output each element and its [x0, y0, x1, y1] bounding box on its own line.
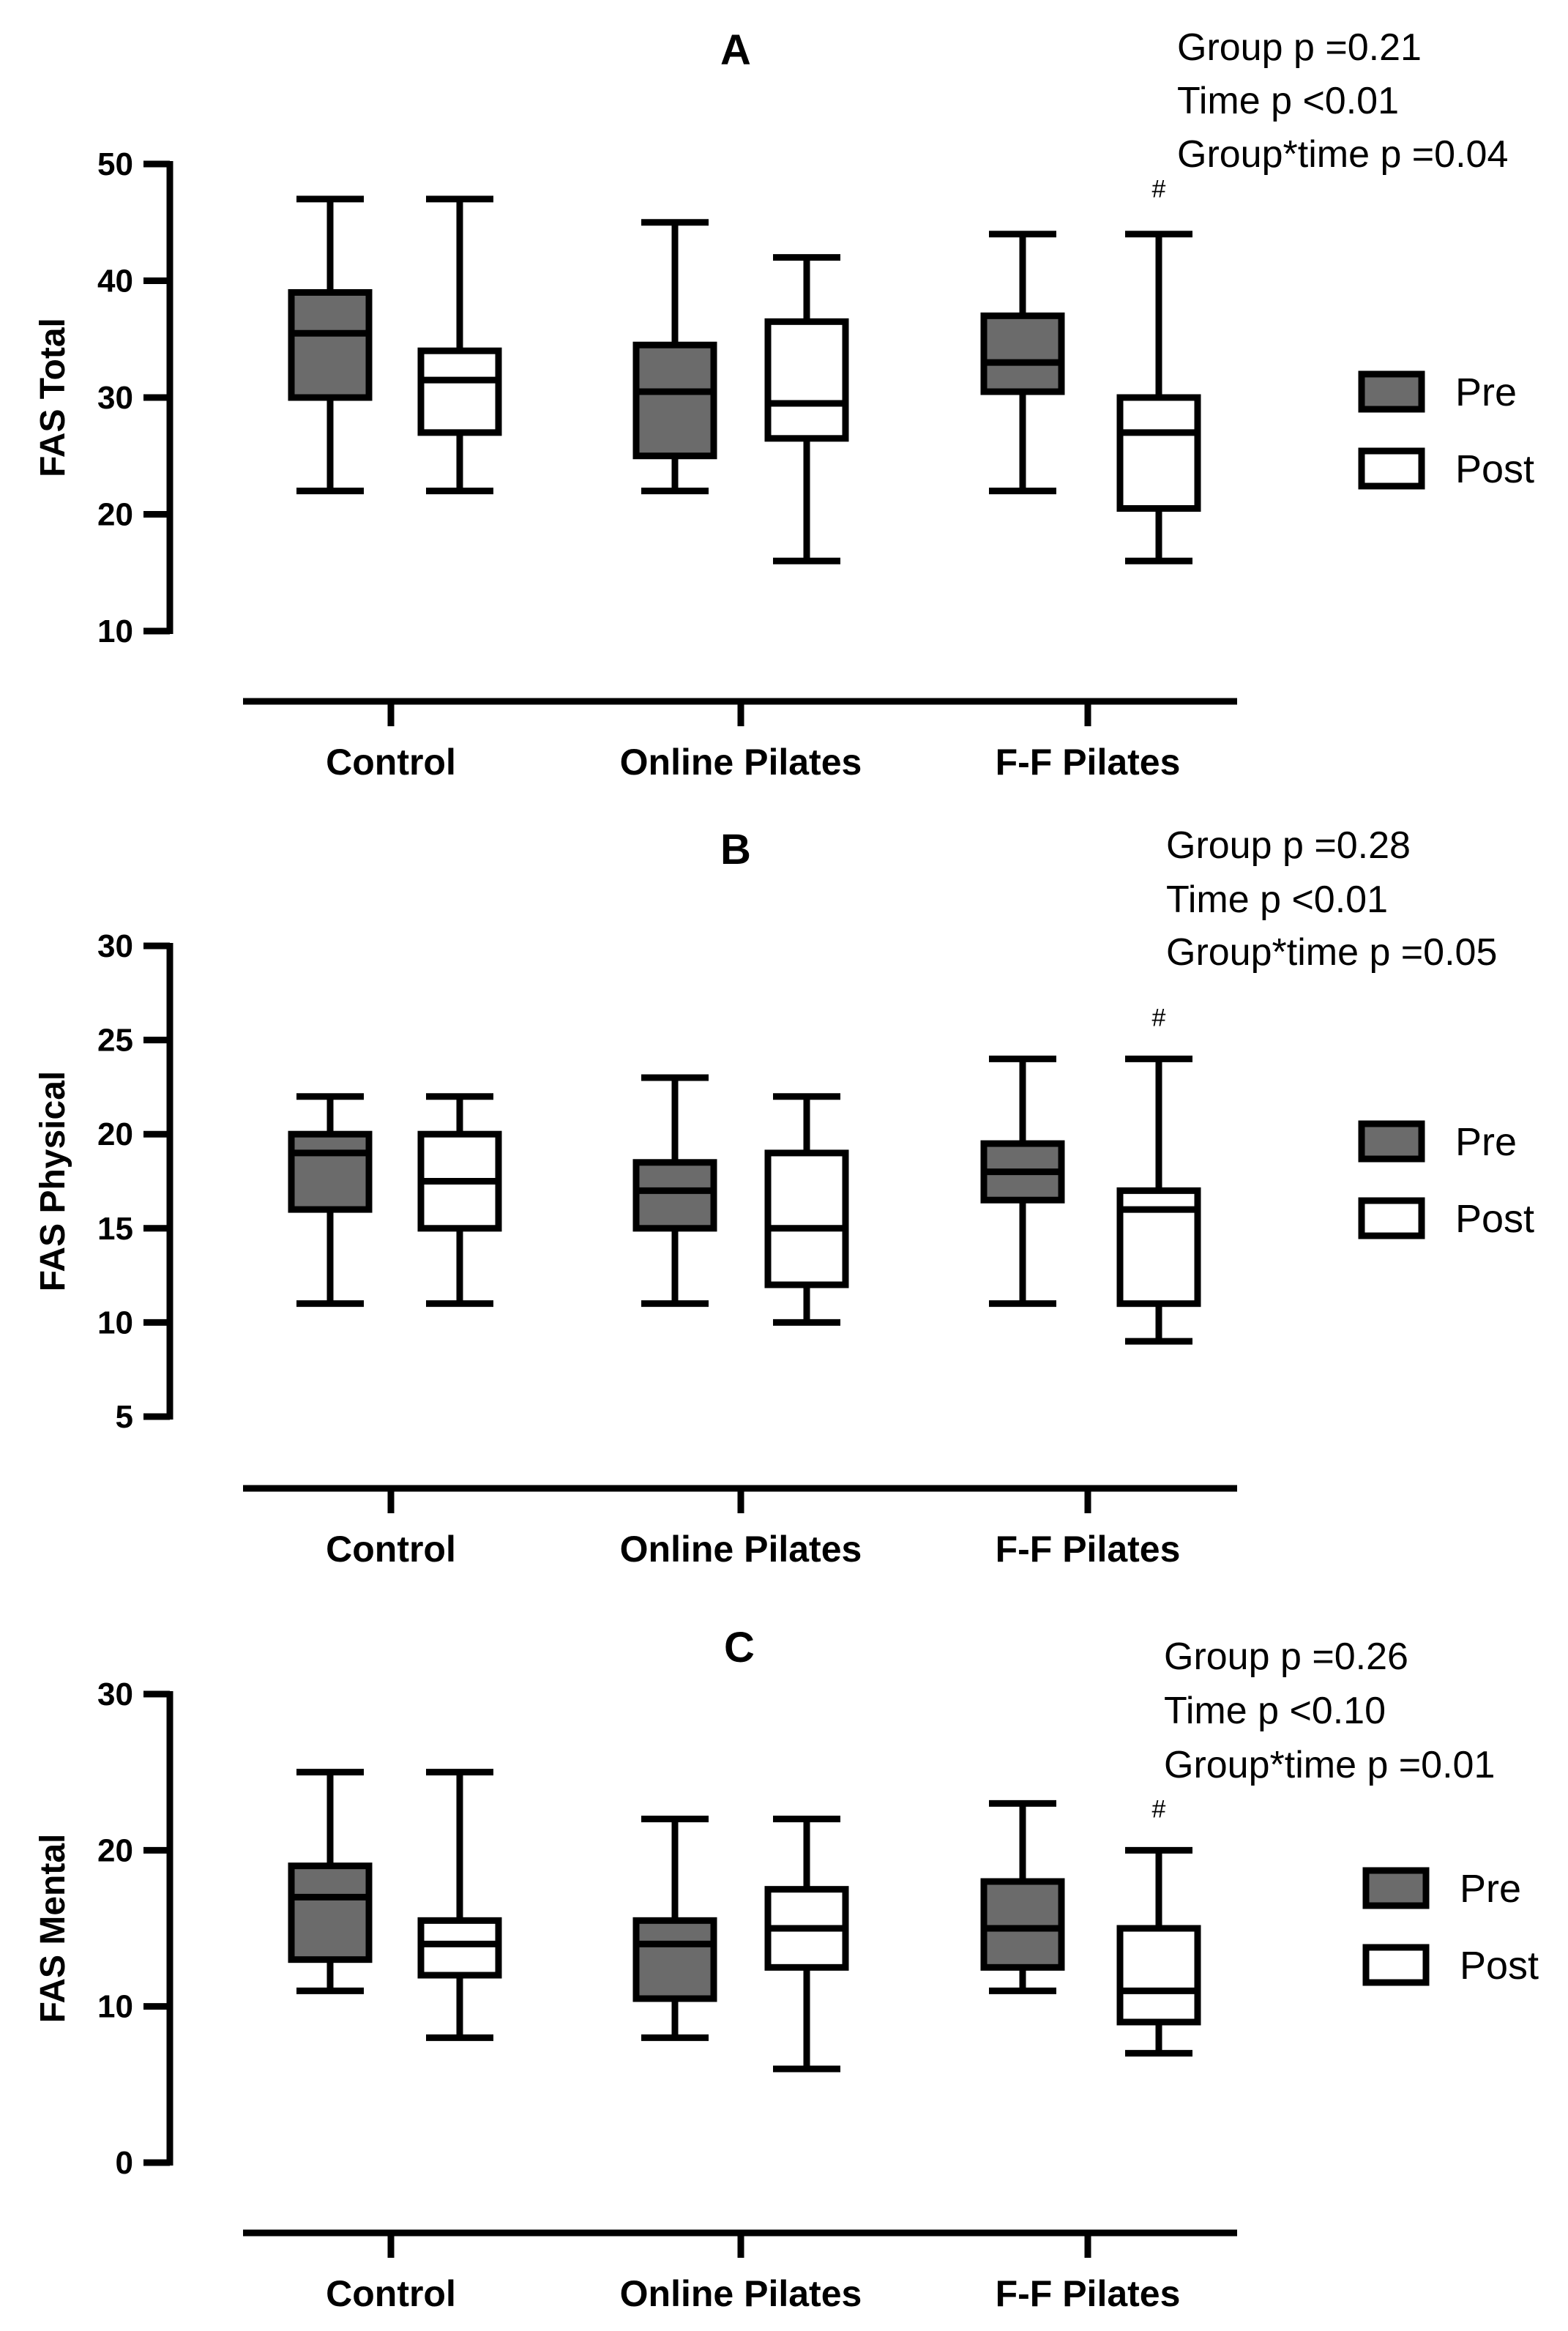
significance-mark: # — [1152, 1795, 1166, 1823]
x-category-label: F-F Pilates — [996, 1529, 1181, 1570]
chart-panel-b: B 5 10 15 20 25 30 FAS Physical Control Online Pi… — [34, 824, 1534, 1570]
y-tick-label: 30 — [97, 1677, 133, 1712]
y-tick-label: 30 — [97, 380, 133, 416]
box-iqr — [632, 341, 717, 460]
y-tick-label: 20 — [97, 1116, 133, 1152]
y-axis-title: FAS Mental — [34, 1834, 72, 2024]
y-axis-title: FAS Total — [34, 318, 72, 477]
box-pre-0 — [288, 195, 373, 495]
stat-line: Group p =0.21 — [1177, 26, 1422, 69]
panel-title: A — [720, 26, 751, 74]
x-category-label: F-F Pilates — [996, 2273, 1181, 2314]
legend-swatch-pre — [1358, 370, 1425, 413]
legend-label-pre: Pre — [1455, 1120, 1517, 1164]
box-iqr — [764, 1149, 849, 1288]
y-tick-label: 0 — [116, 2145, 133, 2181]
stat-line: Time p <0.10 — [1164, 1690, 1386, 1732]
box-iqr — [288, 1862, 373, 1963]
box-pre-2 — [980, 1055, 1065, 1308]
box-iqr — [288, 1130, 373, 1213]
x-category-label: Control — [326, 2273, 456, 2314]
y-tick-label: 50 — [97, 146, 133, 182]
x-category-label: Online Pilates — [620, 2273, 862, 2314]
box-iqr — [980, 1878, 1065, 1971]
legend-swatch-post — [1362, 1944, 1430, 1986]
box-iqr — [288, 288, 373, 401]
legend-label-pre: Pre — [1460, 1867, 1521, 1911]
box-post-2 — [1116, 231, 1201, 564]
box-pre-2 — [980, 1799, 1065, 1994]
box-iqr — [417, 347, 502, 436]
box-iqr — [632, 1159, 717, 1232]
box-post-1 — [764, 1093, 849, 1326]
chart-panel-a: A 10 20 30 40 50 FAS Total Control Online Pilate… — [34, 26, 1534, 783]
legend-label-pre: Pre — [1455, 370, 1517, 414]
y-tick-label: 10 — [97, 613, 133, 649]
stat-line: Group*time p =0.04 — [1177, 133, 1508, 176]
legend-label-post: Post — [1460, 1944, 1539, 1988]
y-tick-label: 25 — [97, 1023, 133, 1059]
chart-panel-c: C 0 10 20 30 FAS Mental Control Online Pilates F… — [34, 1624, 1539, 2314]
y-axis-title: FAS Physical — [34, 1071, 72, 1291]
legend-swatch-post — [1358, 447, 1425, 490]
panel-title: C — [724, 1624, 755, 1671]
box-post-1 — [764, 254, 849, 564]
legend-label-post: Post — [1455, 1197, 1534, 1241]
box-post-2 — [1116, 1055, 1201, 1345]
y-tick-label: 5 — [116, 1399, 133, 1435]
box-iqr — [632, 1917, 717, 2002]
legend-swatch-pre — [1362, 1867, 1430, 1909]
box-pre-1 — [632, 1816, 717, 2041]
y-tick-label: 20 — [97, 497, 133, 533]
stat-line: Group p =0.28 — [1166, 824, 1411, 867]
x-category-label: Online Pilates — [620, 742, 862, 783]
box-post-2 — [1116, 1846, 1201, 2057]
stat-line: Time p <0.01 — [1166, 879, 1388, 921]
x-category-label: Control — [326, 742, 456, 783]
box-post-1 — [764, 1816, 849, 2073]
y-tick-label: 30 — [97, 928, 133, 964]
x-category-label: Control — [326, 1529, 456, 1570]
stat-line: Group*time p =0.01 — [1164, 1744, 1495, 1786]
stat-line: Time p <0.01 — [1177, 80, 1399, 122]
significance-mark: # — [1152, 176, 1166, 204]
y-tick-label: 40 — [97, 264, 133, 299]
box-pre-2 — [980, 231, 1065, 495]
significance-mark: # — [1152, 1004, 1166, 1032]
stat-line: Group p =0.26 — [1164, 1636, 1408, 1678]
stat-line: Group*time p =0.05 — [1166, 931, 1497, 974]
box-iqr — [1116, 394, 1201, 512]
x-category-label: Online Pilates — [620, 1529, 862, 1570]
legend-label-post: Post — [1455, 447, 1534, 491]
x-category-label: F-F Pilates — [996, 742, 1181, 783]
box-iqr — [764, 318, 849, 442]
box-post-0 — [417, 1093, 502, 1308]
y-tick-label: 10 — [97, 1989, 133, 2025]
y-tick-label: 10 — [97, 1305, 133, 1340]
y-tick-label: 15 — [97, 1211, 133, 1247]
box-iqr — [417, 1917, 502, 1979]
legend-swatch-post — [1358, 1197, 1425, 1239]
y-tick-label: 20 — [97, 1832, 133, 1868]
box-pre-1 — [632, 219, 717, 495]
box-iqr — [1116, 1925, 1201, 2026]
panel-title: B — [720, 826, 751, 873]
box-pre-0 — [288, 1093, 373, 1308]
box-post-0 — [417, 195, 502, 495]
box-pre-1 — [632, 1074, 717, 1308]
legend-swatch-pre — [1358, 1120, 1425, 1163]
box-iqr — [980, 312, 1065, 395]
box-pre-0 — [288, 1769, 373, 1994]
box-post-0 — [417, 1769, 502, 2041]
